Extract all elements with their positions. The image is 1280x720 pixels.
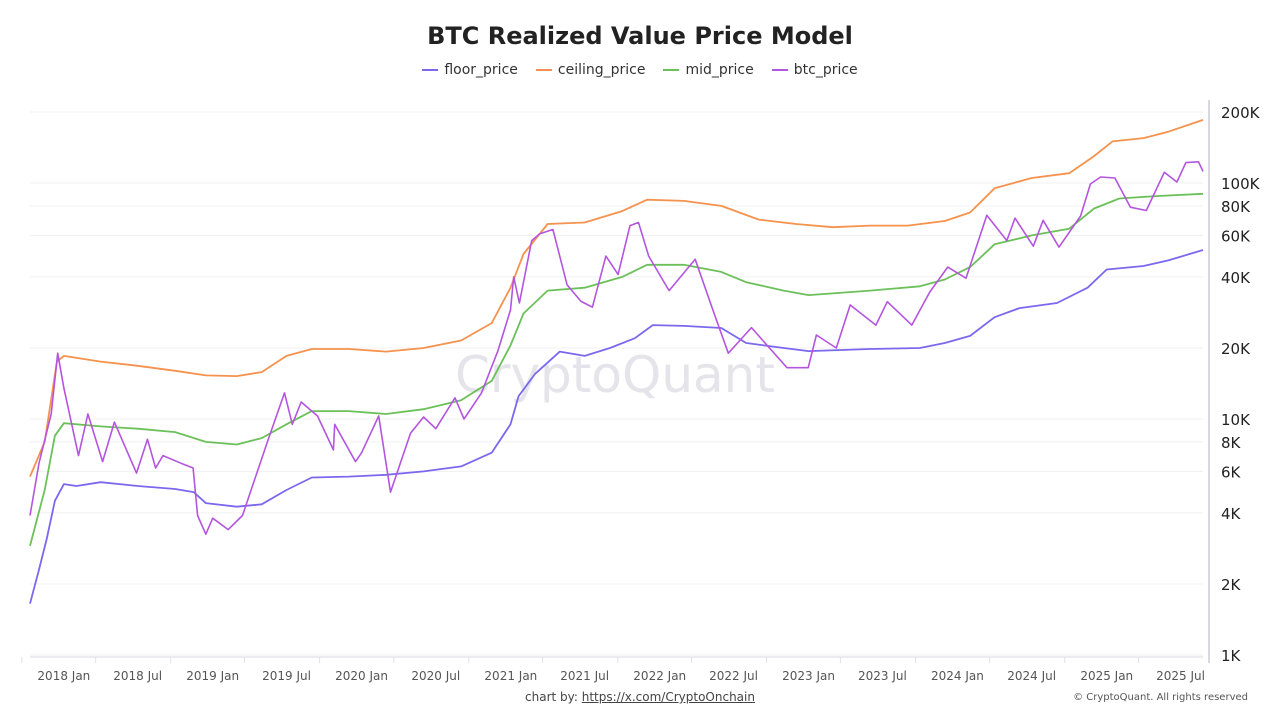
y-tick-label: 4K bbox=[1221, 505, 1242, 523]
y-tick-label: 1K bbox=[1221, 647, 1242, 665]
chart-by-link[interactable]: https://x.com/CryptoOnchain bbox=[581, 690, 755, 704]
y-tick-label: 10K bbox=[1221, 411, 1251, 429]
legend-item-ceiling_price[interactable]: ceiling_price bbox=[535, 62, 646, 78]
series-line-mid_price bbox=[29, 192, 1204, 547]
x-tick-label: 2023 Jan bbox=[782, 669, 835, 683]
y-tick-label: 40K bbox=[1221, 269, 1251, 287]
chart-title: BTC Realized Value Price Model bbox=[427, 22, 853, 50]
y-tick-label: 2K bbox=[1221, 576, 1242, 594]
y-tick-label: 100K bbox=[1221, 175, 1261, 193]
legend-label: mid_price bbox=[685, 62, 754, 78]
watermark-logo: CryptoQuant bbox=[455, 346, 775, 404]
y-tick-label: 80K bbox=[1221, 198, 1251, 216]
x-tick-label: 2021 Jan bbox=[484, 669, 537, 683]
legend-label: floor_price bbox=[444, 62, 518, 78]
x-tick-label: 2019 Jul bbox=[262, 669, 311, 683]
x-tick-label: 2023 Jul bbox=[858, 669, 907, 683]
x-tick-label: 2021 Jul bbox=[560, 669, 609, 683]
legend-label: btc_price bbox=[793, 62, 858, 78]
series-line-floor_price bbox=[29, 249, 1204, 604]
legend-swatch bbox=[663, 69, 680, 71]
legend-swatch bbox=[771, 69, 788, 71]
x-tick-label: 2024 Jul bbox=[1007, 669, 1056, 683]
footer-attribution: chart by: https://x.com/CryptoOnchain bbox=[0, 690, 1280, 704]
x-tick-label: 2019 Jan bbox=[186, 669, 239, 683]
y-tick-label: 8K bbox=[1221, 434, 1242, 452]
chart-by-label: chart by: bbox=[525, 690, 578, 704]
legend-item-btc_price[interactable]: btc_price bbox=[771, 62, 858, 78]
x-tick-label: 2025 Jul bbox=[1156, 669, 1205, 683]
x-tick-label: 2020 Jul bbox=[411, 669, 460, 683]
y-tick-label: 200K bbox=[1221, 104, 1261, 122]
series-line-ceiling_price bbox=[29, 119, 1204, 477]
copyright: © CryptoQuant. All rights reserved bbox=[1073, 692, 1248, 703]
x-tick-label: 2025 Jan bbox=[1080, 669, 1133, 683]
x-tick-label: 2018 Jan bbox=[37, 669, 90, 683]
x-tick-label: 2020 Jan bbox=[335, 669, 388, 683]
x-tick-label: 2024 Jan bbox=[931, 669, 984, 683]
legend-swatch bbox=[535, 69, 552, 71]
x-tick-label: 2022 Jan bbox=[633, 669, 686, 683]
legend-item-mid_price[interactable]: mid_price bbox=[663, 62, 754, 78]
x-tick-label: 2018 Jul bbox=[113, 669, 162, 683]
series-line-btc_price bbox=[29, 161, 1204, 535]
legend-swatch bbox=[422, 69, 439, 71]
legend-item-floor_price[interactable]: floor_price bbox=[422, 62, 518, 78]
y-tick-label: 60K bbox=[1221, 227, 1251, 245]
legend: floor_price ceiling_price mid_price btc_pri… bbox=[0, 62, 1280, 78]
y-tick-label: 20K bbox=[1221, 340, 1251, 358]
x-tick-label: 2022 Jul bbox=[709, 669, 758, 683]
y-tick-label: 6K bbox=[1221, 463, 1242, 481]
legend-label: ceiling_price bbox=[557, 62, 646, 78]
